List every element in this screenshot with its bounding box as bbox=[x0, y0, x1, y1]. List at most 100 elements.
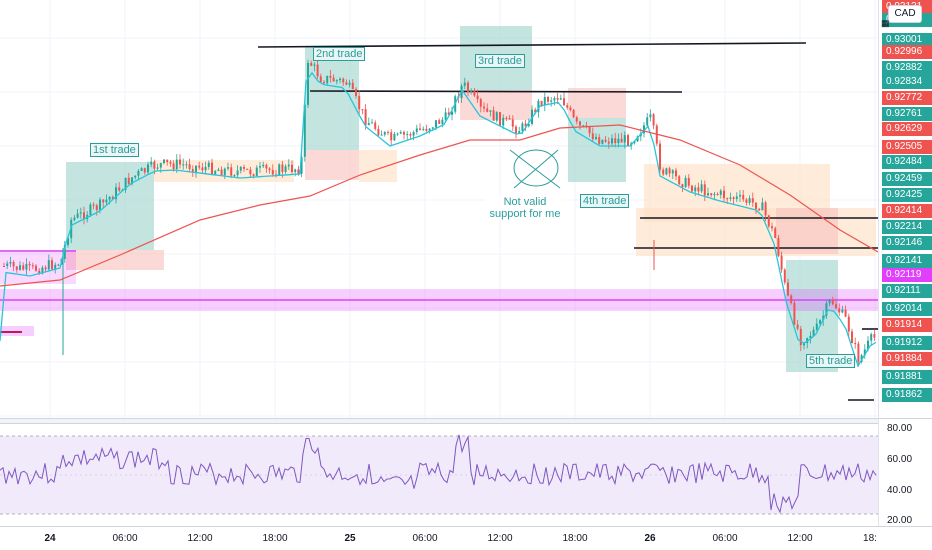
time-label: 24 bbox=[44, 533, 56, 544]
candle-body bbox=[399, 132, 402, 134]
candle-body bbox=[873, 334, 876, 338]
candle-body bbox=[815, 323, 818, 330]
calendar-icon[interactable]: ▦ bbox=[881, 18, 890, 28]
rsi-scale[interactable]: 80.00 60.00 40.00 20.00 bbox=[878, 418, 932, 526]
candle-body bbox=[195, 165, 197, 172]
candle-body bbox=[508, 118, 511, 120]
candle-body bbox=[809, 335, 812, 338]
candle-body bbox=[92, 204, 95, 206]
ma-slow-line bbox=[0, 124, 878, 287]
price-tag: 0.92505 bbox=[882, 140, 932, 154]
candle-body bbox=[652, 114, 655, 126]
candle-body bbox=[259, 166, 261, 168]
time-label: 18:00 bbox=[562, 533, 588, 544]
price-tag: 0.92214 bbox=[882, 220, 932, 234]
candle-body bbox=[262, 164, 265, 167]
candle-body bbox=[668, 168, 671, 174]
price-chart[interactable] bbox=[0, 0, 878, 418]
candle-body bbox=[870, 334, 873, 341]
candle-body bbox=[851, 331, 853, 344]
candle-body bbox=[726, 198, 729, 200]
candle-body bbox=[99, 199, 101, 210]
time-label: 26 bbox=[644, 533, 656, 544]
currency-badge[interactable]: CAD bbox=[888, 5, 922, 23]
rsi-chart[interactable] bbox=[0, 424, 878, 524]
price-scale[interactable]: 0.931210.931160.930010.929960.928820.928… bbox=[878, 0, 932, 418]
candle-body bbox=[521, 123, 524, 132]
candle-body bbox=[614, 138, 617, 144]
candle-body bbox=[297, 169, 300, 174]
candle-body bbox=[163, 159, 165, 164]
candle-body bbox=[313, 64, 316, 66]
candle-body bbox=[422, 128, 425, 130]
candle-body bbox=[649, 114, 652, 118]
candle-body bbox=[153, 161, 156, 169]
candle-body bbox=[579, 121, 581, 126]
candle-body bbox=[787, 282, 789, 296]
candle-body bbox=[729, 197, 732, 199]
candle-body bbox=[643, 125, 645, 134]
trade-label-5[interactable]: 5th trade bbox=[806, 354, 856, 368]
candle-body bbox=[201, 167, 204, 171]
candle-body bbox=[438, 120, 441, 124]
candle-body bbox=[758, 208, 761, 211]
candle-body bbox=[419, 128, 421, 130]
candle-body bbox=[687, 177, 690, 186]
candle-body bbox=[105, 199, 108, 203]
candle-body bbox=[627, 135, 629, 146]
candle-body bbox=[233, 175, 236, 177]
candle-body bbox=[6, 263, 9, 267]
trade-label-4[interactable]: 4th trade bbox=[580, 194, 630, 208]
candle-body bbox=[569, 107, 572, 110]
candle-body bbox=[441, 119, 444, 124]
candle-body bbox=[502, 117, 505, 126]
candle-body bbox=[134, 175, 137, 178]
candle-body bbox=[825, 303, 828, 316]
time-label: 06:00 bbox=[412, 533, 438, 544]
candle-body bbox=[739, 194, 741, 197]
trade-label-3[interactable]: 3rd trade bbox=[475, 54, 526, 68]
candle-body bbox=[217, 169, 220, 171]
candle-body bbox=[764, 202, 767, 216]
candle-body bbox=[716, 193, 719, 195]
time-label: 12:00 bbox=[187, 533, 213, 544]
candle-body bbox=[479, 99, 482, 107]
candle-body bbox=[358, 96, 361, 110]
candle-body bbox=[867, 340, 869, 350]
candle-body bbox=[83, 212, 85, 220]
price-tag: 0.92119 bbox=[882, 268, 932, 282]
candle-body bbox=[819, 320, 821, 324]
rsi-tick-label: 80.00 bbox=[887, 423, 913, 434]
candle-body bbox=[95, 205, 98, 210]
price-tag: 0.92111 bbox=[882, 284, 932, 298]
note-label[interactable]: Not valid support for me bbox=[484, 196, 566, 220]
candle-body bbox=[732, 197, 735, 199]
candle-body bbox=[803, 342, 805, 346]
candle-body bbox=[527, 123, 530, 127]
candle-body bbox=[25, 263, 28, 270]
candle-body bbox=[633, 141, 636, 144]
candle-body bbox=[278, 164, 281, 176]
candle-body bbox=[143, 168, 146, 173]
trade-label-1[interactable]: 1st trade bbox=[90, 143, 139, 157]
candle-body bbox=[12, 261, 15, 267]
candle-body bbox=[431, 127, 434, 129]
candle-body bbox=[793, 302, 796, 325]
candle-body bbox=[239, 166, 242, 171]
candle-body bbox=[595, 137, 597, 140]
time-axis[interactable]: 24 06:00 12:00 18:00 25 06:00 12:00 18:00 26 06:0… bbox=[0, 526, 932, 550]
trade-label-2[interactable]: 2nd trade bbox=[313, 47, 366, 61]
candle-body bbox=[607, 141, 610, 144]
candle-body bbox=[19, 265, 21, 270]
candle-body bbox=[310, 62, 313, 66]
candle-body bbox=[252, 174, 255, 176]
candle-body bbox=[841, 309, 844, 313]
time-label: 18:00 bbox=[262, 533, 288, 544]
pane-separator[interactable] bbox=[0, 418, 878, 424]
candle-body bbox=[575, 117, 578, 122]
candle-body bbox=[28, 263, 31, 266]
price-tag: 0.92459 bbox=[882, 172, 932, 186]
candle-body bbox=[444, 112, 447, 120]
candle-body bbox=[156, 167, 159, 169]
candle-body bbox=[371, 122, 373, 124]
